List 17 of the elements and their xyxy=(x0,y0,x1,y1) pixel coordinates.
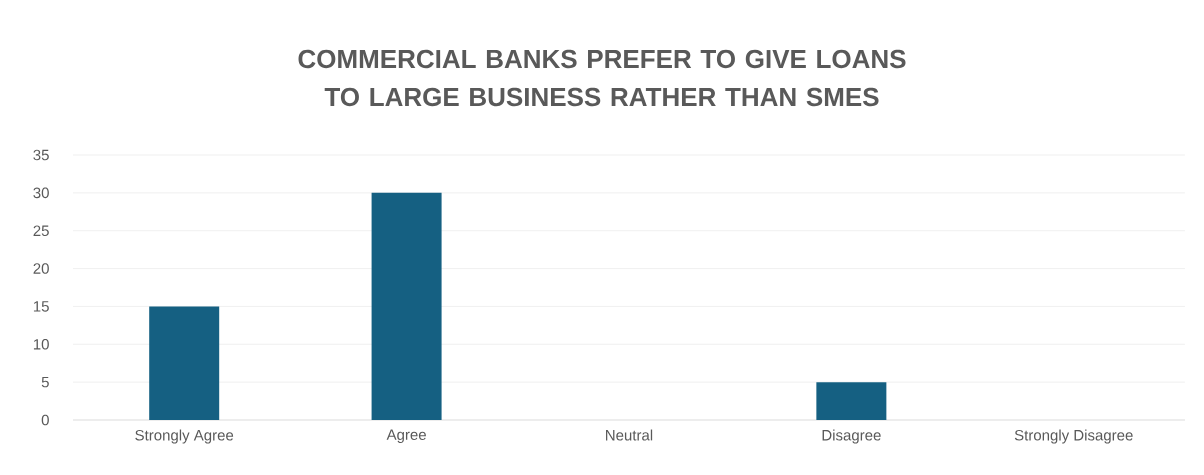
y-tick-label: 30 xyxy=(33,187,49,199)
x-tick-label: Agree xyxy=(386,429,426,443)
x-tick-label: Neutral xyxy=(606,429,653,441)
y-tick-label: 10 xyxy=(33,338,49,350)
bar xyxy=(816,382,887,420)
y-tick-label: 20 xyxy=(33,263,49,274)
x-tick-label: Disagree xyxy=(822,429,881,444)
y-tick-label: 35 xyxy=(33,149,49,161)
y-tick-label: 15 xyxy=(33,301,49,312)
x-tick-label: Strongly Disagree xyxy=(1014,429,1133,444)
y-tick-label: 0 xyxy=(41,414,49,426)
x-tick-label: Strongly Agree xyxy=(135,429,234,444)
bar xyxy=(371,192,442,420)
chart-title: COMMERCIAL BANKS PREFER TO GIVE LOANS TO LARGE BUSINESS RATHER THAN SMES xyxy=(298,49,906,107)
y-tick-label: 5 xyxy=(41,376,49,388)
y-tick-label: 25 xyxy=(33,225,49,237)
bar xyxy=(149,306,220,420)
